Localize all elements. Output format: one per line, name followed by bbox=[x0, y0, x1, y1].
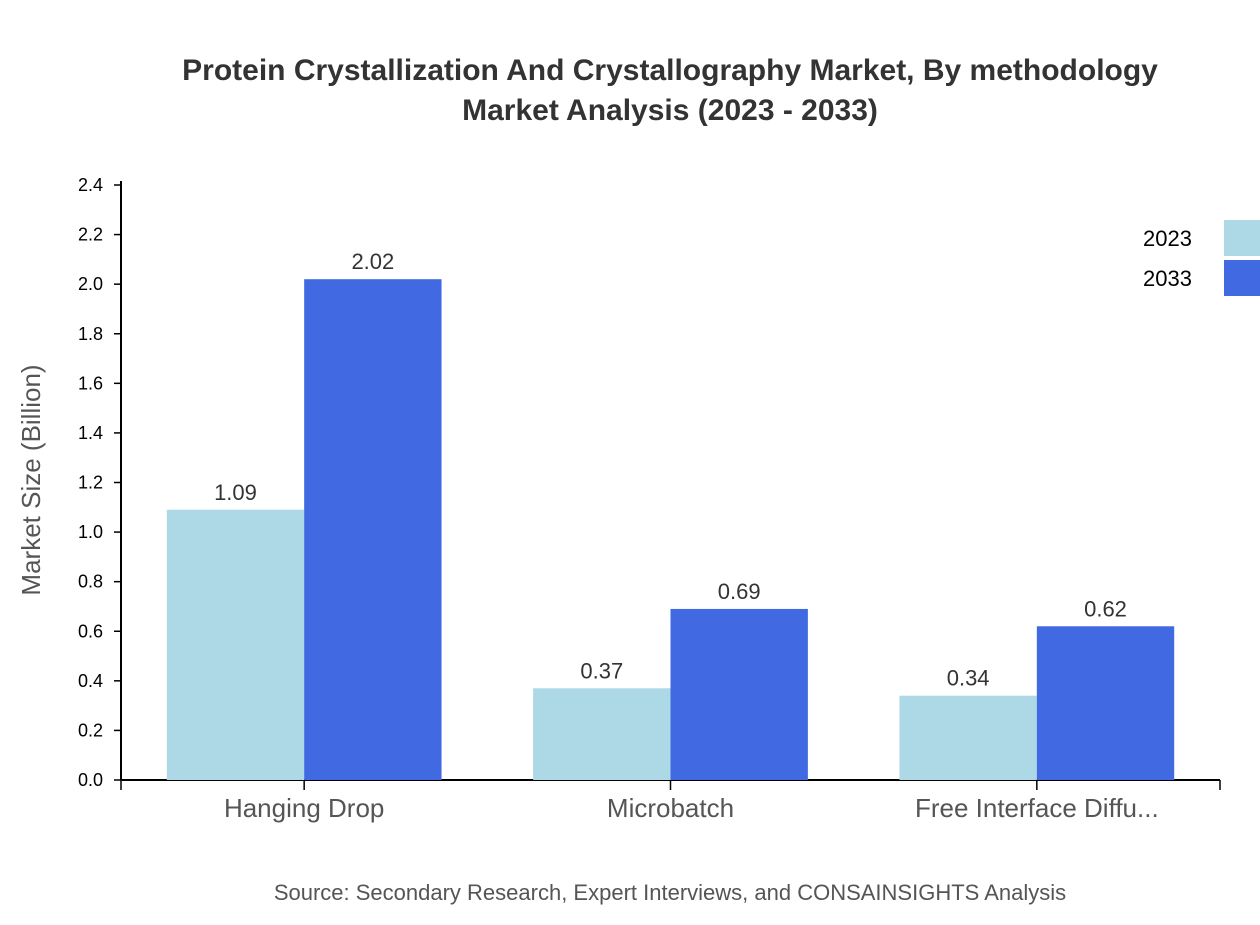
source-note: Source: Secondary Research, Expert Inter… bbox=[274, 880, 1066, 905]
data-label: 0.69 bbox=[718, 579, 761, 604]
y-tick-label: 1.6 bbox=[78, 373, 103, 393]
legend-swatch-2023 bbox=[1224, 220, 1260, 256]
legend-swatch-2033 bbox=[1224, 260, 1260, 296]
chart-title-line-2: Market Analysis (2023 - 2033) bbox=[462, 94, 878, 127]
x-tick-label: Microbatch bbox=[607, 793, 734, 823]
y-tick-label: 2.4 bbox=[78, 175, 103, 195]
data-label: 0.37 bbox=[580, 658, 623, 683]
bar-2033 bbox=[1036, 626, 1175, 780]
chart-title-line-1: Protein Crystallization And Crystallogra… bbox=[182, 54, 1158, 87]
y-tick-label: 1.0 bbox=[78, 522, 103, 542]
y-tick-label: 0.6 bbox=[78, 621, 103, 641]
x-tick-label: Free Interface Diffu... bbox=[915, 793, 1159, 823]
legend-label: 2023 bbox=[1143, 226, 1192, 251]
data-label: 2.02 bbox=[351, 249, 394, 274]
x-tick-label: Hanging Drop bbox=[224, 793, 384, 823]
bar-2023 bbox=[533, 688, 671, 780]
legend-label: 2033 bbox=[1143, 266, 1192, 291]
y-axis-label: Market Size (Billion) bbox=[16, 364, 46, 595]
bar-2023 bbox=[899, 695, 1037, 780]
y-tick-label: 1.8 bbox=[78, 324, 103, 344]
y-tick-label: 0.0 bbox=[78, 770, 103, 790]
data-label: 1.09 bbox=[214, 480, 257, 505]
y-tick-label: 0.2 bbox=[78, 720, 103, 740]
y-tick-label: 1.2 bbox=[78, 473, 103, 493]
y-tick-label: 0.4 bbox=[78, 671, 103, 691]
y-tick-label: 2.2 bbox=[78, 225, 103, 245]
y-tick-label: 0.8 bbox=[78, 572, 103, 592]
bar-2023 bbox=[166, 509, 305, 780]
y-tick-label: 2.0 bbox=[78, 274, 103, 294]
bar-2033 bbox=[670, 608, 808, 780]
bar-2033 bbox=[304, 279, 442, 780]
data-label: 0.34 bbox=[947, 666, 990, 691]
y-tick-label: 1.4 bbox=[78, 423, 103, 443]
data-label: 0.62 bbox=[1084, 596, 1127, 621]
